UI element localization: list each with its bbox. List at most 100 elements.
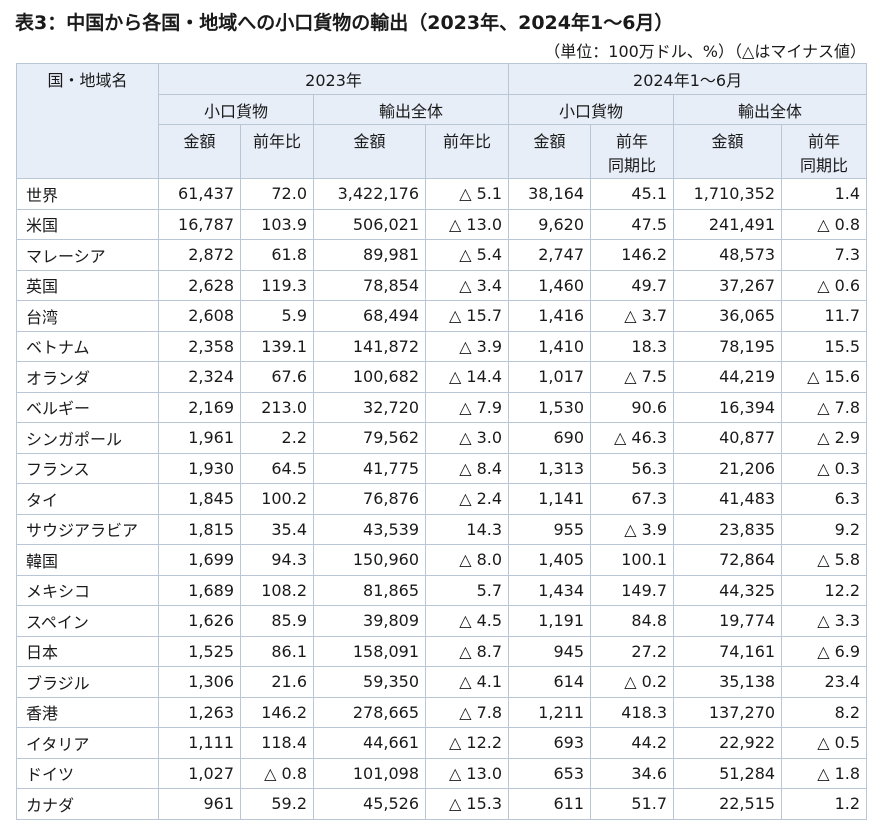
value-cell: 89,981 [313,239,426,271]
value-cell: 85.9 [240,605,314,637]
table-row: ベトナム 2,358 139.1 141,872 △ 3.9 1,410 18.3 78,19… [16,330,868,362]
value-cell: 146.2 [590,239,675,271]
value-cell: 68,494 [313,300,426,332]
value-cell: 9,620 [508,208,592,240]
value-cell: 141,872 [313,330,426,362]
value-cell: 2,324 [158,361,241,393]
value-cell: 78,195 [673,330,783,362]
value-cell: 21,206 [673,452,783,484]
value-cell: △ 3.9 [590,513,675,545]
value-cell: △ 7.8 [424,696,510,728]
value-cell: △ 7.5 [590,361,675,393]
value-cell: 118.4 [240,727,314,759]
country-name-cell: カナダ [16,788,159,820]
unit-note: （単位：100万ドル、%）（△はマイナス値） [544,42,866,61]
value-cell: 51.7 [590,788,675,820]
value-cell: △ 6.9 [781,635,868,667]
value-cell: 7.3 [781,239,868,271]
value-cell: 2,608 [158,300,241,332]
value-cell: 35.4 [240,513,314,545]
value-cell: 278,665 [313,696,426,728]
value-cell: 1,141 [508,483,592,515]
value-cell: 1,017 [508,361,592,393]
value-cell: 43,539 [313,513,426,545]
value-cell: 961 [158,788,241,820]
table-row: イタリア 1,111 118.4 44,661 △ 12.2 693 44.2 22,922 △… [16,727,868,759]
value-cell: 59,350 [313,666,426,698]
country-name-cell: イタリア [16,727,159,759]
value-cell: 1,410 [508,330,592,362]
value-cell: 22,922 [673,727,783,759]
value-cell: 1,530 [508,391,592,423]
value-cell: 100,682 [313,361,426,393]
value-cell: 1,191 [508,605,592,637]
table-row: サウジアラビア 1,815 35.4 43,539 14.3 955 △ 3.9 23,835… [16,513,868,545]
country-name-cell: スペイン [16,605,159,637]
value-cell: △ 3.9 [424,330,510,362]
value-cell: △ 46.3 [590,422,675,454]
value-cell: 32,720 [313,391,426,423]
table-row: フランス 1,930 64.5 41,775 △ 8.4 1,313 56.3 21,206 △… [16,452,868,484]
table-row: メキシコ 1,689 108.2 81,865 5.7 1,434 149.7 44,325 1… [16,574,868,606]
value-cell: 38,164 [508,178,592,210]
value-cell: 119.3 [240,269,314,301]
country-name-cell: マレーシア [16,239,159,271]
value-cell: 40,877 [673,422,783,454]
value-cell: △ 4.5 [424,605,510,637]
value-cell: △ 4.1 [424,666,510,698]
country-name-cell: ドイツ [16,757,159,789]
value-cell: 90.6 [590,391,675,423]
header-total-exports-2023: 輸出全体 [312,94,510,125]
country-name-cell: 韓国 [16,544,159,576]
value-cell: 48,573 [673,239,783,271]
value-cell: 100.2 [240,483,314,515]
value-cell: 1,263 [158,696,241,728]
value-cell: 158,091 [313,635,426,667]
value-cell: △ 3.7 [590,300,675,332]
header-yoy-period-line2: 同期比 [608,156,657,175]
value-cell: 2,628 [158,269,241,301]
header-yoy-period-line1: 前年 [616,132,649,151]
value-cell: △ 8.4 [424,452,510,484]
value-cell: △ 0.3 [781,452,868,484]
value-cell: △ 0.8 [781,208,868,240]
value-cell: 5.9 [240,300,314,332]
country-name-cell: ブラジル [16,666,159,698]
value-cell: 149.7 [590,574,675,606]
country-name-cell: ベルギー [16,391,159,423]
value-cell: △ 0.8 [240,757,314,789]
value-cell: △ 12.2 [424,727,510,759]
value-cell: 44,325 [673,574,783,606]
value-cell: 72.0 [240,178,314,210]
value-cell: 51,284 [673,757,783,789]
value-cell: 59.2 [240,788,314,820]
country-name-cell: 世界 [16,178,159,210]
value-cell: 72,864 [673,544,783,576]
value-cell: △ 14.4 [424,361,510,393]
value-cell: 44.2 [590,727,675,759]
value-cell: 84.8 [590,605,675,637]
value-cell: 78,854 [313,269,426,301]
value-cell: △ 0.2 [590,666,675,698]
value-cell: 101,098 [313,757,426,789]
value-cell: 955 [508,513,592,545]
header-total-exports-2024: 輸出全体 [673,94,868,125]
value-cell: △ 2.9 [781,422,868,454]
value-cell: △ 3.4 [424,269,510,301]
header-amount: 金額 [508,124,592,179]
value-cell: 3,422,176 [313,178,426,210]
value-cell: 1,689 [158,574,241,606]
value-cell: △ 13.0 [424,757,510,789]
value-cell: △ 8.7 [424,635,510,667]
value-cell: 15.5 [781,330,868,362]
table-row: 香港 1,263 146.2 278,665 △ 7.8 1,211 418.3 137,27… [16,696,868,728]
value-cell: 56.3 [590,452,675,484]
value-cell: 108.2 [240,574,314,606]
value-cell: 100.1 [590,544,675,576]
value-cell: 47.5 [590,208,675,240]
value-cell: 2,358 [158,330,241,362]
value-cell: 44,219 [673,361,783,393]
value-cell: 506,021 [313,208,426,240]
value-cell: 12.2 [781,574,868,606]
table-row: タイ 1,845 100.2 76,876 △ 2.4 1,141 67.3 41,483 6.… [16,483,868,515]
